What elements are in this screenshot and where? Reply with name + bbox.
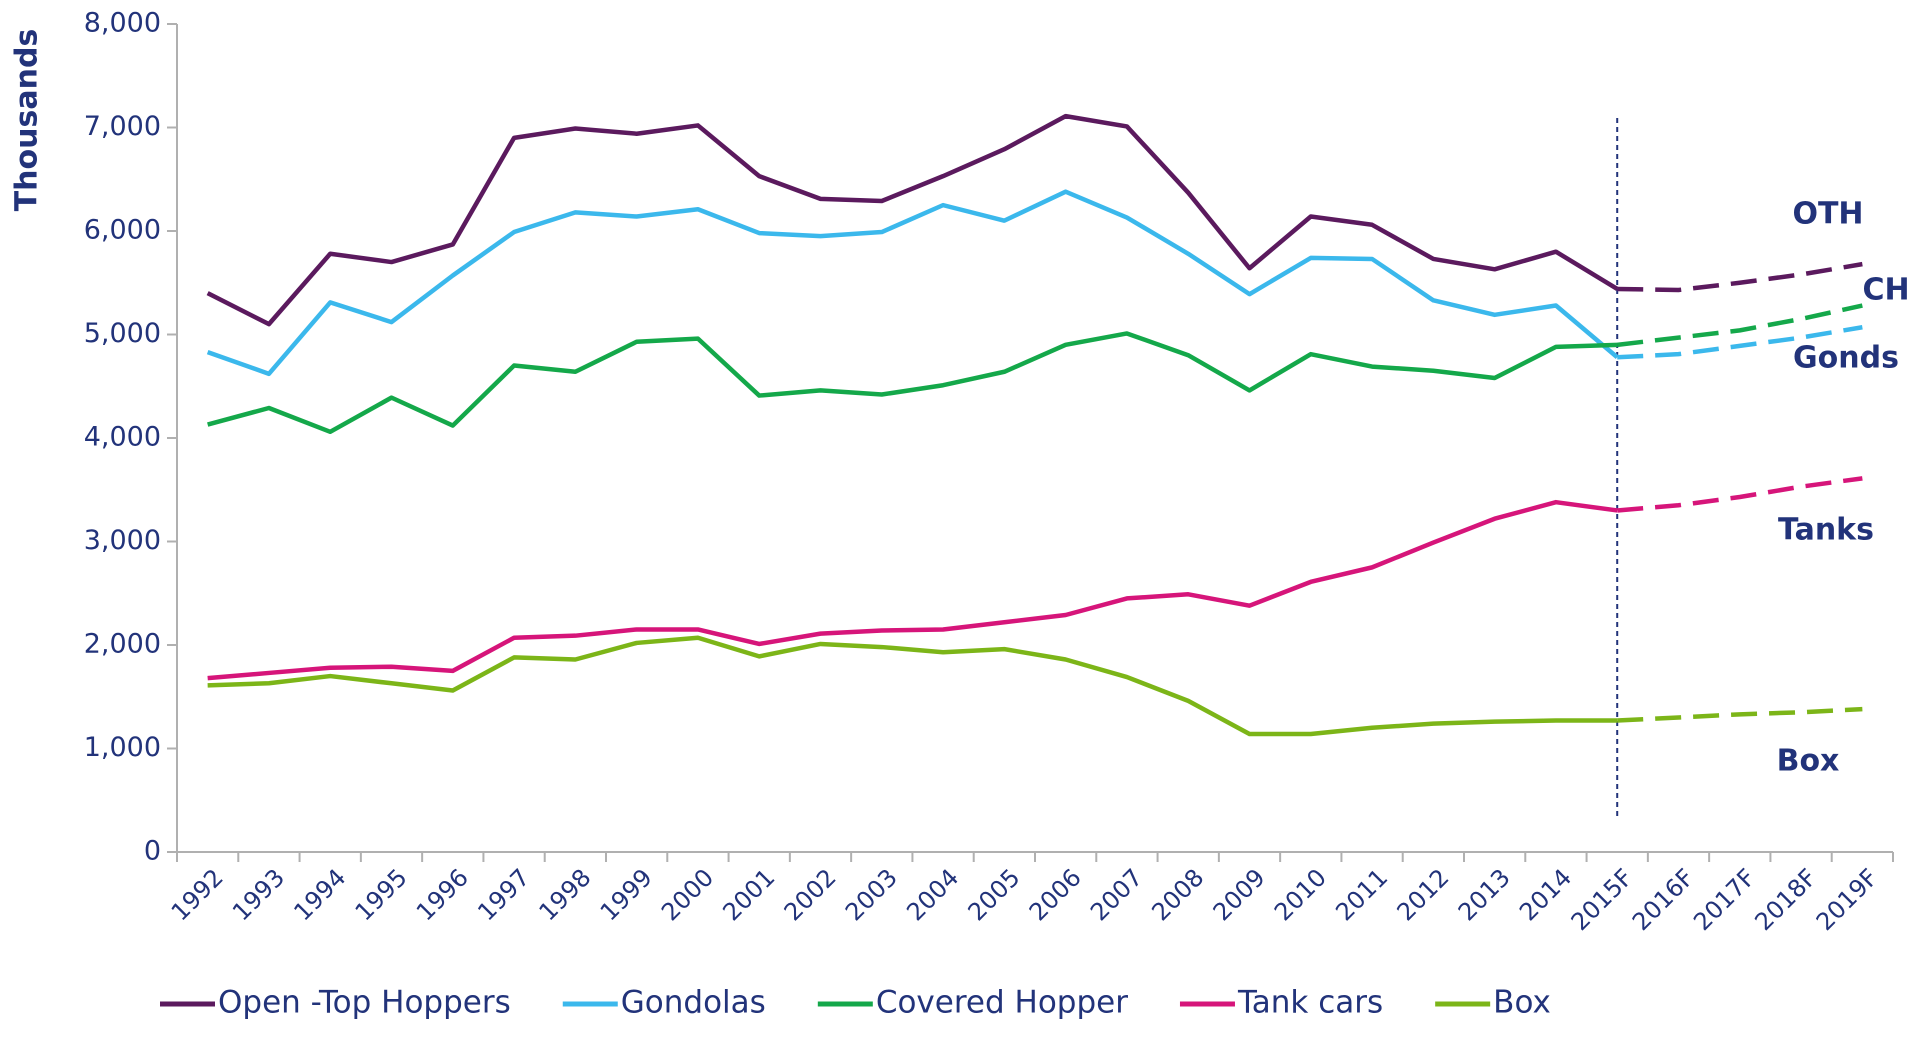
legend-label: Tank cars <box>1237 985 1383 1021</box>
forecast-line <box>1617 476 1863 513</box>
x-tick-label: 1995 <box>350 863 413 926</box>
x-tick-label: 2012 <box>1392 863 1455 926</box>
line <box>206 189 1619 377</box>
y-tick-label: 6,000 <box>84 215 161 246</box>
legend-label: Box <box>1493 985 1551 1021</box>
x-tick-label: 2001 <box>717 863 780 926</box>
x-tick-label: 1999 <box>595 863 658 926</box>
y-tick-label: 3,000 <box>84 525 161 556</box>
legend-label: Gondolas <box>621 985 766 1021</box>
x-tick-label: 2019F <box>1811 863 1884 936</box>
y-tick-label: 8,000 <box>84 8 161 39</box>
x-tick-label: 2015F <box>1566 863 1639 936</box>
x-tick-label: 2004 <box>901 863 964 926</box>
y-tick-label: 4,000 <box>84 422 161 453</box>
forecast-line <box>1617 325 1863 360</box>
x-tick-label: 2008 <box>1146 863 1209 926</box>
annotation: Tanks <box>1778 513 1874 548</box>
y-tick-label: 7,000 <box>84 111 161 142</box>
annotation: OTH <box>1792 197 1863 232</box>
line <box>207 331 1618 435</box>
forecast-line <box>1617 261 1863 293</box>
forecast-line <box>1617 706 1863 723</box>
x-tick-label: 1998 <box>534 863 597 926</box>
x-tick-label: 2006 <box>1024 863 1087 926</box>
x-tick-label: 2002 <box>779 863 842 926</box>
line <box>207 635 1618 737</box>
x-tick-label: 1992 <box>166 863 229 926</box>
x-tick-label: 2011 <box>1330 863 1393 926</box>
forecast-line <box>1616 303 1863 348</box>
y-tick-label: 1,000 <box>84 732 161 763</box>
x-tick-label: 2005 <box>963 863 1026 926</box>
legend-label: Covered Hopper <box>876 985 1128 1021</box>
x-tick-label: 1997 <box>472 863 535 926</box>
x-tick-label: 1996 <box>411 863 474 926</box>
annotation: Gonds <box>1793 341 1899 376</box>
x-tick-label: 2010 <box>1269 863 1332 926</box>
x-tick-label: 1993 <box>227 863 290 926</box>
x-tick-label: 2016F <box>1627 863 1700 936</box>
line <box>206 113 1619 327</box>
y-axis-label: Thousands <box>10 29 45 212</box>
y-tick-label: 0 <box>144 836 161 867</box>
legend-label: Open -Top Hoppers <box>218 985 511 1021</box>
x-tick-label: 2017F <box>1688 863 1761 936</box>
y-tick-label: 2,000 <box>84 629 161 660</box>
annotation: Box <box>1777 744 1840 779</box>
annotation: CH <box>1862 273 1909 308</box>
line <box>207 499 1618 681</box>
x-tick-label: 2013 <box>1453 863 1516 926</box>
x-tick-label: 2003 <box>840 863 903 926</box>
y-tick-label: 5,000 <box>84 318 161 349</box>
x-tick-label: 2000 <box>656 863 719 926</box>
x-tick-label: 1994 <box>288 863 351 926</box>
x-tick-label: 2018F <box>1750 863 1823 936</box>
x-tick-label: 2007 <box>1085 863 1148 926</box>
x-tick-label: 2009 <box>1208 863 1271 926</box>
